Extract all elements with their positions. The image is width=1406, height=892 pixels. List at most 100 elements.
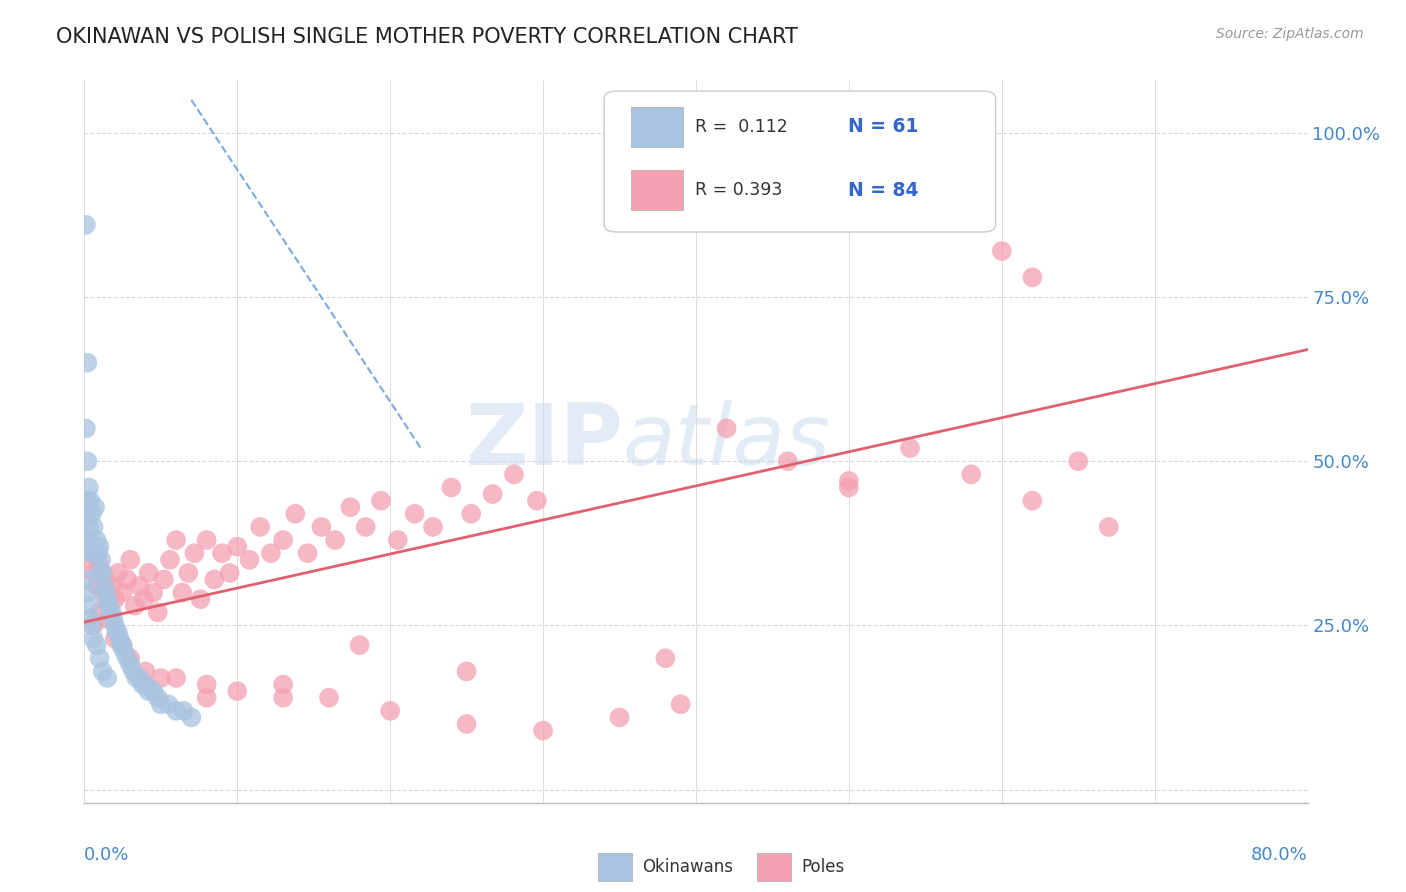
FancyBboxPatch shape [598,854,633,880]
Point [91,566,114,580]
Point [132,592,155,607]
Point [503,467,526,482]
Point [91,585,114,599]
Point [83,632,105,646]
Point [142,585,165,599]
Point [218,566,240,580]
Point [142,684,165,698]
Point [838,481,860,495]
Point [115,573,138,587]
Point [96,612,118,626]
Point [238,553,260,567]
Point [153,573,176,587]
Point [190,592,212,607]
Point [138,684,160,698]
Point [654,651,676,665]
Point [96,592,118,607]
Point [531,723,554,738]
Point [105,625,128,640]
FancyBboxPatch shape [631,170,682,210]
Point [86,579,108,593]
Point [776,454,799,468]
Point [77,599,100,613]
Point [101,605,124,619]
Point [157,698,180,712]
Point [323,533,346,547]
Point [91,665,114,679]
Point [76,585,98,599]
Point [111,638,134,652]
Point [131,677,153,691]
Point [124,599,146,613]
Point [83,618,105,632]
Point [89,540,111,554]
FancyBboxPatch shape [605,91,995,232]
Point [195,690,218,705]
Point [349,638,371,652]
Point [456,717,478,731]
Text: Source: ZipAtlas.com: Source: ZipAtlas.com [1216,27,1364,41]
Point [93,579,115,593]
Point [526,493,548,508]
Point [146,605,169,619]
Point [79,612,101,626]
Point [165,533,187,547]
Text: N = 61: N = 61 [848,117,918,136]
Point [94,585,117,599]
Point [80,618,103,632]
Point [226,684,249,698]
Point [339,500,361,515]
Point [80,507,103,521]
Point [120,553,142,567]
Point [173,704,195,718]
Text: R = 0.393: R = 0.393 [695,181,782,199]
Point [135,677,157,691]
Point [311,520,333,534]
Text: atlas: atlas [623,400,831,483]
Point [115,651,138,665]
Point [456,665,478,679]
Point [318,690,340,705]
Point [89,566,111,580]
FancyBboxPatch shape [758,854,792,880]
Point [104,592,127,607]
Point [79,493,101,508]
Point [172,585,194,599]
Point [111,585,134,599]
Point [75,507,97,521]
Point [97,599,120,613]
Point [195,677,218,691]
Point [77,520,100,534]
Point [84,500,107,515]
Point [669,698,692,712]
Point [1021,270,1043,285]
Point [103,612,125,626]
Point [404,507,426,521]
Point [440,481,463,495]
Point [149,671,172,685]
Point [79,533,101,547]
Point [387,533,409,547]
Point [94,573,117,587]
Point [716,421,738,435]
Point [75,573,97,587]
Point [1067,454,1090,468]
Point [76,356,98,370]
Point [609,710,631,724]
Text: N = 84: N = 84 [848,180,918,200]
Point [260,546,283,560]
Point [297,546,319,560]
Text: OKINAWAN VS POLISH SINGLE MOTHER POVERTY CORRELATION CHART: OKINAWAN VS POLISH SINGLE MOTHER POVERTY… [56,27,799,46]
Point [1098,520,1121,534]
Point [86,533,108,547]
Point [202,573,225,587]
Point [183,546,205,560]
Point [195,533,218,547]
Point [79,553,101,567]
Point [284,507,307,521]
Point [149,698,172,712]
Point [111,638,134,652]
Point [83,520,105,534]
Point [271,677,294,691]
Point [104,618,127,632]
